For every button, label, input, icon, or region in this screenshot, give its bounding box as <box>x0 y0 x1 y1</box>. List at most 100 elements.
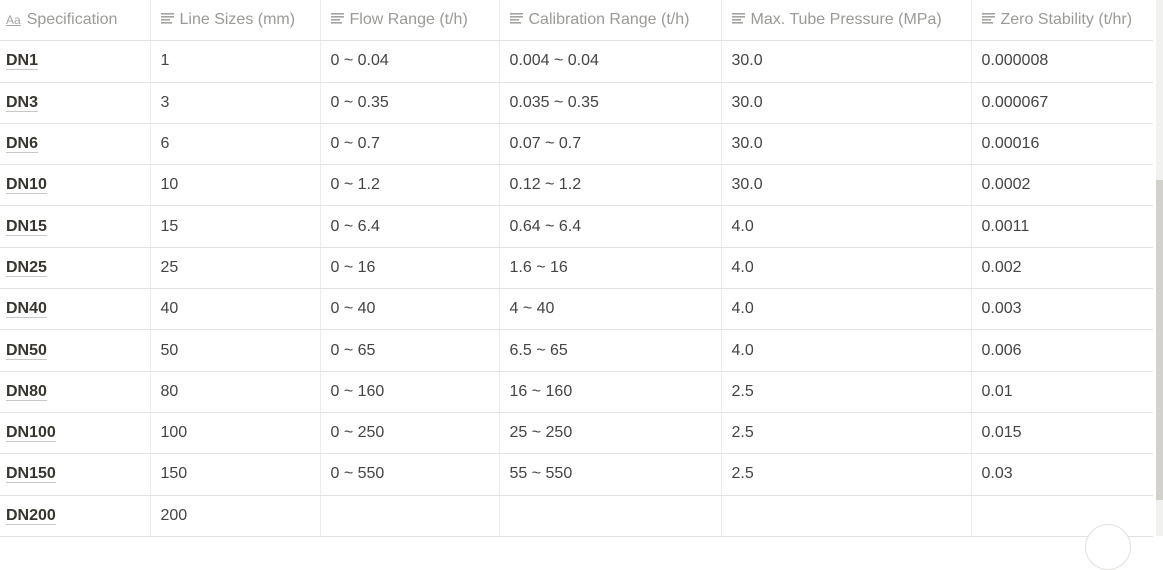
table-cell[interactable]: 6.5 ~ 65 <box>499 329 722 372</box>
table-cell[interactable]: 0.12 ~ 1.2 <box>499 164 722 207</box>
table-cell[interactable]: 25 ~ 250 <box>499 412 722 455</box>
table-cell[interactable]: 0.0002 <box>971 164 1153 207</box>
table-cell[interactable]: 30.0 <box>721 123 972 166</box>
column-header[interactable]: Zero Stability (t/hr) <box>971 0 1153 42</box>
table-cell[interactable]: 30.0 <box>721 40 972 83</box>
table-cell[interactable]: 0 ~ 1.2 <box>320 164 500 207</box>
row-title: DN25 <box>6 258 47 277</box>
table-cell[interactable]: 0.035 ~ 0.35 <box>499 82 722 124</box>
table-cell[interactable]: DN3 <box>0 82 151 124</box>
table-cell[interactable]: 0.006 <box>971 329 1153 372</box>
column-header[interactable]: Max. Tube Pressure (MPa) <box>721 0 972 42</box>
table-cell[interactable] <box>499 495 722 537</box>
table-cell[interactable]: 0.03 <box>971 453 1153 496</box>
table-cell[interactable]: 0.015 <box>971 412 1153 455</box>
vertical-scrollbar[interactable] <box>1156 0 1163 536</box>
column-header-label: Zero Stability (t/hr) <box>1000 11 1133 29</box>
table-cell[interactable]: 2.5 <box>721 412 972 455</box>
table-cell[interactable] <box>971 495 1153 537</box>
cell-value: 55 ~ 550 <box>509 465 573 483</box>
table-cell[interactable]: 0.000008 <box>971 40 1153 83</box>
table-cell[interactable]: 0 ~ 16 <box>320 247 500 290</box>
table-cell[interactable]: 50 <box>150 329 321 372</box>
table-cell[interactable]: DN25 <box>0 247 151 290</box>
table-cell[interactable]: 25 <box>150 247 321 290</box>
cell-value: 0.12 ~ 1.2 <box>509 176 582 194</box>
table-cell[interactable]: DN40 <box>0 288 151 331</box>
table-cell[interactable]: 0 ~ 40 <box>320 288 500 331</box>
cell-value: 6.5 ~ 65 <box>509 341 568 359</box>
table-cell[interactable]: 4.0 <box>721 288 972 331</box>
table-cell[interactable]: 4.0 <box>721 247 972 290</box>
table-cell[interactable]: 4 ~ 40 <box>499 288 722 331</box>
table-cell[interactable]: DN10 <box>0 164 151 207</box>
help-button[interactable] <box>1085 524 1131 570</box>
table-cell[interactable]: 0 ~ 250 <box>320 412 500 455</box>
cell-value: 0.03 <box>981 465 1013 483</box>
table-cell[interactable] <box>320 495 500 537</box>
table-cell[interactable]: 0 ~ 65 <box>320 329 500 372</box>
table-cell[interactable]: 30.0 <box>721 82 972 124</box>
table-cell[interactable]: 0 ~ 160 <box>320 371 500 413</box>
column-header[interactable]: Line Sizes (mm) <box>150 0 321 42</box>
cell-value: 0.07 ~ 0.7 <box>509 135 582 153</box>
table-cell[interactable]: 0 ~ 0.04 <box>320 40 500 83</box>
table-cell[interactable]: 0.01 <box>971 371 1153 413</box>
column-header[interactable]: Flow Range (t/h) <box>320 0 500 42</box>
row-title: DN100 <box>6 424 56 443</box>
cell-value: 0.015 <box>981 424 1022 442</box>
table-row: DN25 25 0 ~ 16 1.6 ~ 16 4.0 0.002 <box>0 247 1153 290</box>
table-cell[interactable]: 30.0 <box>721 164 972 207</box>
table-cell[interactable]: 4.0 <box>721 329 972 372</box>
table-cell[interactable]: 0.004 ~ 0.04 <box>499 40 722 83</box>
table-cell[interactable]: 2.5 <box>721 371 972 413</box>
table-cell[interactable]: 15 <box>150 205 321 248</box>
table-cell[interactable]: 0.002 <box>971 247 1153 290</box>
table-cell[interactable]: DN50 <box>0 329 151 372</box>
table-row: DN6 6 0 ~ 0.7 0.07 ~ 0.7 30.0 0.00016 <box>0 123 1153 166</box>
cell-value: 50 <box>160 341 179 359</box>
table-cell[interactable]: 40 <box>150 288 321 331</box>
table-cell[interactable]: 0 ~ 0.7 <box>320 123 500 166</box>
scrollbar-thumb[interactable] <box>1156 180 1163 500</box>
table-cell[interactable]: 55 ~ 550 <box>499 453 722 496</box>
table-cell[interactable]: DN100 <box>0 412 151 455</box>
cell-value: 0.00016 <box>981 135 1040 153</box>
table-cell[interactable]: 0 ~ 550 <box>320 453 500 496</box>
table-cell[interactable]: 6 <box>150 123 321 166</box>
table-cell[interactable]: 150 <box>150 453 321 496</box>
text-title-icon: Aa <box>6 12 21 27</box>
table-cell[interactable]: 10 <box>150 164 321 207</box>
table-cell[interactable]: 0.00016 <box>971 123 1153 166</box>
table-cell[interactable]: DN1 <box>0 40 151 83</box>
table-cell[interactable]: 16 ~ 160 <box>499 371 722 413</box>
cell-value: 25 ~ 250 <box>509 424 573 442</box>
column-header-label: Calibration Range (t/h) <box>528 11 690 29</box>
table-cell[interactable]: DN200 <box>0 495 151 537</box>
table-cell[interactable]: 200 <box>150 495 321 537</box>
table-cell[interactable]: 100 <box>150 412 321 455</box>
table-cell[interactable]: DN80 <box>0 371 151 413</box>
cell-value: 0.002 <box>981 258 1022 276</box>
column-header[interactable]: Calibration Range (t/h) <box>499 0 722 42</box>
table-cell[interactable]: 3 <box>150 82 321 124</box>
table-cell[interactable]: 1 <box>150 40 321 83</box>
table-cell[interactable]: 80 <box>150 371 321 413</box>
table-cell[interactable]: DN6 <box>0 123 151 166</box>
table-row: DN15 15 0 ~ 6.4 0.64 ~ 6.4 4.0 0.0011 <box>0 205 1153 248</box>
table-cell[interactable]: DN150 <box>0 453 151 496</box>
table-cell[interactable]: 0.000067 <box>971 82 1153 124</box>
table-cell[interactable]: 1.6 ~ 16 <box>499 247 722 290</box>
table-cell[interactable]: DN15 <box>0 205 151 248</box>
cell-value: 30.0 <box>731 176 763 194</box>
column-header[interactable]: Aa Specification <box>0 0 151 42</box>
table-cell[interactable]: 0 ~ 6.4 <box>320 205 500 248</box>
table-cell[interactable]: 0.0011 <box>971 205 1153 248</box>
table-cell[interactable]: 0 ~ 0.35 <box>320 82 500 124</box>
table-cell[interactable]: 0.003 <box>971 288 1153 331</box>
table-cell[interactable]: 0.07 ~ 0.7 <box>499 123 722 166</box>
table-cell[interactable]: 2.5 <box>721 453 972 496</box>
table-cell[interactable] <box>721 495 972 537</box>
table-cell[interactable]: 4.0 <box>721 205 972 248</box>
table-cell[interactable]: 0.64 ~ 6.4 <box>499 205 722 248</box>
